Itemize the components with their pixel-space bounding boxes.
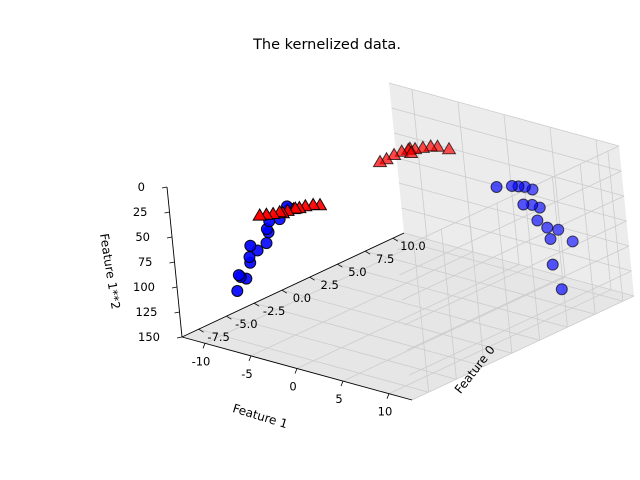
circle-point: [490, 180, 503, 193]
triangle-point: [287, 201, 303, 214]
x-tick-label: 0.0: [293, 291, 311, 305]
z-axis-label: Feature 1**2: [97, 233, 123, 311]
grid-line: [296, 264, 520, 369]
z-axis-line: [166, 186, 183, 338]
triangle-point: [252, 208, 268, 221]
grid-line: [404, 220, 627, 326]
y-tick-label: -10: [192, 354, 211, 368]
triangle-point: [403, 145, 419, 159]
triangle-point: [372, 154, 388, 168]
y-tick-mark: [294, 368, 298, 374]
x-tick-label: 7.5: [376, 252, 394, 266]
circle-point: [552, 223, 565, 236]
grid-line: [399, 170, 622, 276]
circle-point: [546, 258, 559, 271]
y-tick-mark: [248, 355, 252, 362]
grid-line: [401, 195, 625, 301]
circle-point: [531, 214, 544, 227]
x-tick-label: 10.0: [400, 239, 426, 253]
triangle-point: [441, 141, 457, 155]
y-tick-label: 5: [335, 392, 342, 406]
z-tick-mark: [169, 261, 175, 264]
grid-line: [406, 245, 630, 351]
circle-point: [544, 232, 557, 245]
x-tick-mark: [253, 302, 260, 307]
circle-point: [505, 179, 518, 192]
x-axis-line: [181, 232, 405, 338]
z-tick-mark: [176, 336, 183, 339]
grid-line: [204, 238, 428, 344]
grid-line: [342, 276, 566, 382]
circle-point: [244, 239, 257, 252]
z-tick-label: 0: [138, 180, 145, 194]
grid-line: [409, 270, 632, 376]
z-tick-label: 125: [136, 305, 158, 319]
z-tick-label: 100: [133, 280, 155, 294]
z-tick-mark: [161, 186, 168, 189]
x-tick-label: 5.0: [348, 265, 366, 279]
y-tick-mark: [202, 343, 206, 349]
x-tick-mark: [198, 328, 204, 333]
chart-title: The kernelized data.: [252, 37, 401, 53]
z-tick-mark: [166, 236, 173, 239]
z-tick-mark: [174, 311, 180, 314]
x-tick-mark: [226, 315, 232, 320]
y-axis-line: [181, 336, 413, 401]
circle-point: [232, 269, 245, 282]
z-tick-mark: [171, 286, 178, 289]
circle-point: [243, 251, 256, 264]
x-tick-mark: [364, 250, 371, 255]
axis-lines: [161, 186, 413, 401]
x-tick-mark: [309, 276, 315, 281]
y-tick-label: 0: [289, 380, 296, 394]
grid-line: [401, 207, 632, 272]
grid-line: [388, 82, 620, 147]
triangle-point: [394, 144, 410, 157]
grid-line: [396, 145, 620, 251]
x-tick-label: -2.5: [263, 304, 285, 318]
x-tick-label: -7.5: [207, 330, 229, 344]
circle-point: [541, 221, 554, 234]
data-points: [231, 138, 579, 297]
x-tick-label: -5.0: [235, 317, 257, 331]
y-tick-mark: [340, 380, 344, 387]
grid-line: [391, 107, 622, 172]
z-tick-mark: [164, 211, 170, 214]
grid-line: [250, 251, 474, 357]
y-tick-label: -5: [241, 367, 252, 381]
x-tick-mark: [392, 237, 399, 242]
x-tick-mark: [337, 263, 343, 268]
circle-point: [231, 284, 244, 297]
circle-point: [517, 198, 530, 211]
tick-labels: -7.5-5.0-2.50.02.55.07.510.0-10-50510025…: [133, 180, 426, 419]
z-tick-label: 75: [138, 255, 153, 269]
z-tick-label: 25: [133, 205, 148, 219]
x-tick-label: 2.5: [321, 278, 339, 292]
circle-point: [260, 237, 273, 250]
grid-line: [403, 232, 635, 297]
z-tick-label: 50: [135, 230, 150, 244]
grid-line: [388, 289, 612, 395]
circle-point: [566, 235, 579, 248]
y-axis-label: Feature 1: [231, 401, 289, 431]
y-tick-label: 10: [378, 405, 393, 419]
grid-lines: [198, 82, 635, 401]
y-tick-mark: [386, 393, 390, 399]
circle-point: [555, 283, 568, 296]
x-tick-mark: [281, 289, 288, 294]
z-tick-label: 150: [138, 330, 160, 344]
grid-line: [398, 182, 630, 247]
grid-line: [411, 295, 635, 401]
triangle-point: [386, 147, 402, 160]
